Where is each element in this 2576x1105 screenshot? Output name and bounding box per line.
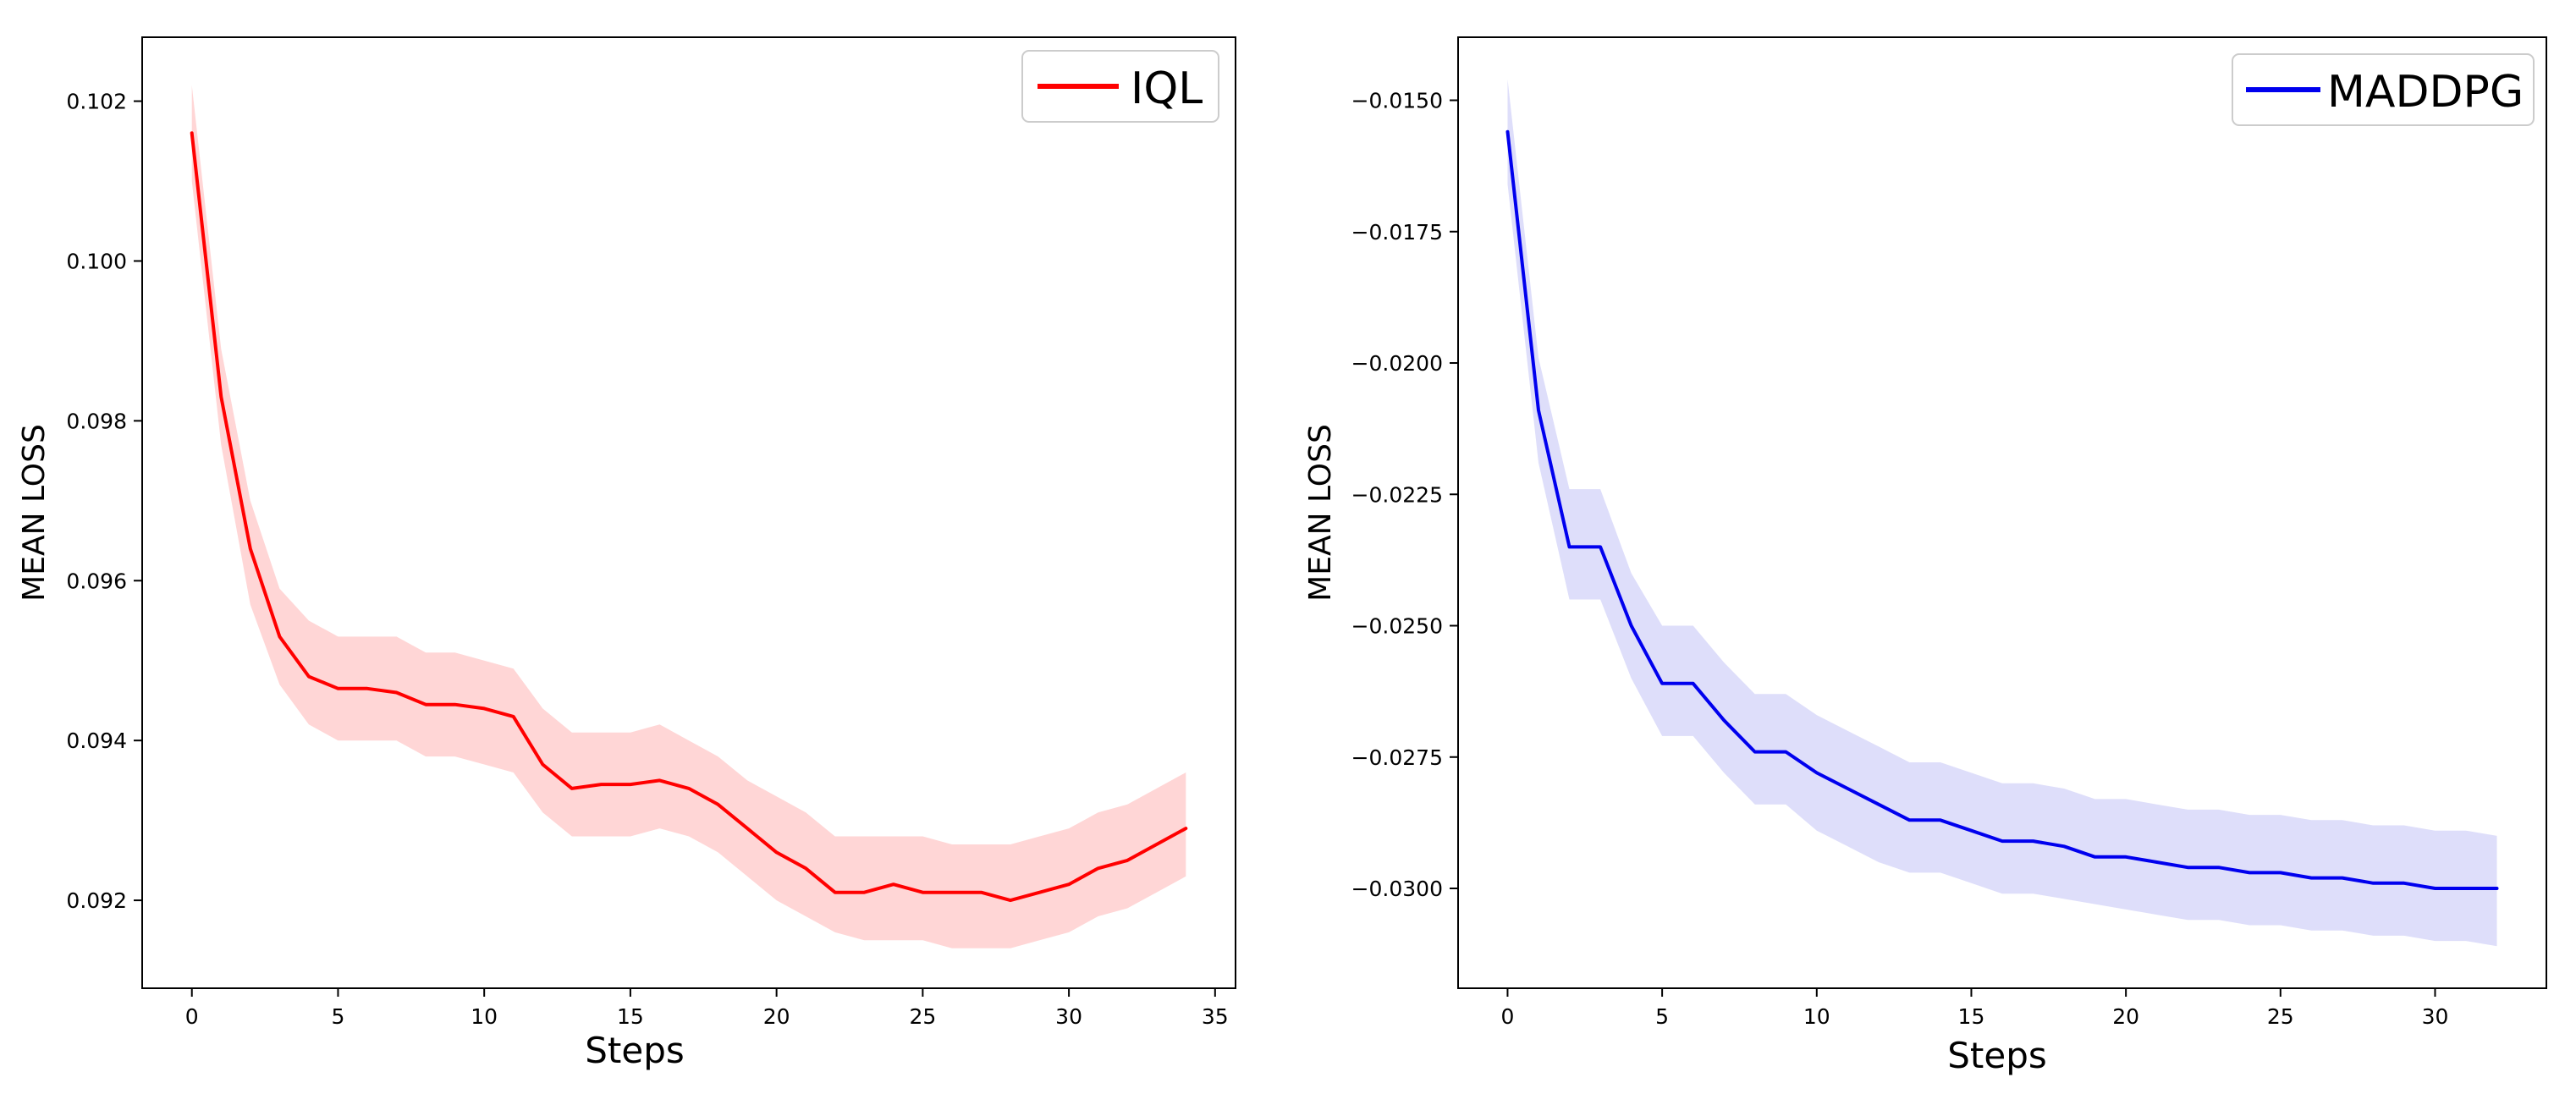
y-axis-title: MEAN LOSS <box>1303 424 1338 602</box>
x-tick-label: 5 <box>1655 1004 1669 1029</box>
iql-chart: 0 5 10 15 20 25 30 35 0.092 0.094 0.096 0.098 0.100 0… <box>17 36 1236 1071</box>
y-axis-title: MEAN LOSS <box>17 424 52 602</box>
x-tick-label: 35 <box>1202 1004 1229 1029</box>
x-tick-label: 25 <box>909 1004 936 1029</box>
x-tick-label: 15 <box>617 1004 644 1029</box>
legend: IQL <box>1021 50 1219 123</box>
y-tick-label: −0.0250 <box>1351 614 1443 639</box>
x-axis-title: Steps <box>585 1030 685 1071</box>
y-tick-label: 0.100 <box>66 249 127 273</box>
y-tick-label: 0.096 <box>66 569 127 593</box>
x-tick-label: 0 <box>1501 1004 1515 1029</box>
x-tick-label: 5 <box>332 1004 345 1029</box>
y-tick-label: −0.0200 <box>1351 351 1443 376</box>
legend-frame <box>1021 50 1219 123</box>
x-tick-label: 20 <box>2112 1004 2139 1029</box>
confidence-band-maddpg <box>1507 79 2497 947</box>
legend-label-iql: IQL <box>1131 63 1203 114</box>
x-axis-title: Steps <box>1947 1035 2047 1076</box>
x-tick-label: 10 <box>471 1004 498 1029</box>
y-tick-label: −0.0225 <box>1351 482 1443 507</box>
legend: MADDPG <box>2232 53 2535 126</box>
y-tick-label: 0.092 <box>66 888 127 913</box>
y-tick-label: −0.0150 <box>1351 89 1443 113</box>
x-tick-label: 30 <box>1055 1004 1082 1029</box>
plot-area-frame <box>1457 36 2547 989</box>
series-line-maddpg <box>1505 129 2499 890</box>
x-tick-label: 15 <box>1958 1004 1985 1029</box>
x-tick-label: 25 <box>2267 1004 2294 1029</box>
confidence-band-iql <box>191 85 1186 948</box>
legend-frame <box>2232 53 2535 126</box>
legend-label-maddpg: MADDPG <box>2327 67 2524 118</box>
y-tick-label: −0.0300 <box>1351 877 1443 901</box>
y-tick-label: 0.102 <box>66 90 127 114</box>
x-tick-label: 10 <box>1803 1004 1830 1029</box>
y-tick-label: 0.094 <box>66 728 127 753</box>
maddpg-chart: 0 5 10 15 20 25 30 −0.0150 −0.0175 −0.0200 −0.0225… <box>1303 36 2547 1076</box>
x-tick-label: 30 <box>2422 1004 2449 1029</box>
plot-area-frame <box>141 36 1236 989</box>
y-tick-label: −0.0175 <box>1351 220 1443 245</box>
x-tick-label: 20 <box>763 1004 790 1029</box>
y-tick-label: −0.0275 <box>1351 745 1443 770</box>
x-tick-label: 0 <box>185 1004 199 1029</box>
y-tick-label: 0.098 <box>66 409 127 433</box>
series-line-iql <box>190 131 1188 903</box>
